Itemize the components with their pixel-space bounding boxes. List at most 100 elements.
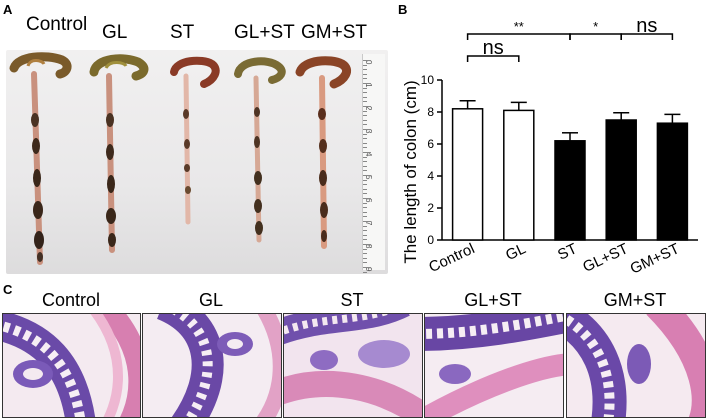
ruler-tick [363,198,371,199]
colon-specimen-gl-st [234,57,286,243]
ruler-tick [363,124,367,126]
y-tick-label: 10 [421,73,435,87]
ruler-tick [363,129,371,130]
ruler-tick [363,170,367,172]
photo-label-gl: GL [102,22,128,43]
ruler-tick [363,156,367,158]
ruler-tick [363,73,367,75]
histology-label-st: ST [340,290,364,310]
ruler-tick [363,262,367,264]
ruler-tick [363,253,367,255]
significance-bracket [569,33,622,40]
ruler-tick [363,234,367,236]
ruler-tick [363,83,371,84]
photo-label-gl-st: GL+ST [234,22,295,43]
ruler-tick [363,147,367,149]
ruler-tick [363,193,367,195]
ruler-tick [363,257,367,259]
y-tick-label: 2 [427,201,434,215]
ruler-tick [363,188,367,190]
ruler-tick [363,133,367,135]
y-tick-label: 8 [427,105,434,119]
histology-drawing-st [284,314,422,417]
ruler-tick [363,211,367,213]
ruler-tick [363,78,367,80]
significance-label: * [593,19,598,34]
ruler-tick [363,101,367,103]
histology-image-gm-st [566,313,706,418]
histology-label-gl-st: GL+ST [464,290,522,310]
ruler-tick [363,221,371,222]
histology-label-control: Control [41,290,101,310]
histology-drawing-control [3,314,140,417]
histology-drawing-gl-st [425,314,563,417]
photo-label-st: ST [170,22,195,43]
colon-specimen-st [170,56,220,225]
ruler-tick [363,152,371,153]
histology-label-gl: GL [198,290,223,310]
photo-label-gm-st: GM+ST [301,22,367,43]
ruler-tick [363,165,367,167]
ruler-tick [363,225,367,227]
bar [605,119,637,241]
ruler-tick [363,216,367,218]
significance-label: ** [514,19,524,34]
ruler-tick [363,87,367,89]
ruler-tick [363,64,367,66]
ruler-tick [363,138,367,140]
ruler-tick [363,110,367,112]
significance-bracket [466,55,520,62]
histology-drawing-gl [143,314,281,417]
ruler-tick [363,179,367,181]
histology-image-control [2,313,141,418]
y-axis-label: The length of colon (cm) [401,80,420,263]
photo-label-control: Control [26,14,88,35]
histology-image-gl-st [424,313,564,418]
ruler-tick [363,60,371,61]
y-tick-label: 4 [427,169,434,183]
panel-c-letter: C [3,282,13,297]
ruler-tick [363,230,367,232]
bar [554,140,586,241]
ruler-tick [363,202,367,204]
ruler-tick [363,96,367,98]
bar [656,122,689,241]
colon-specimen-control [9,52,72,265]
ruler-tick [363,115,367,117]
histology-label-gm-st: GM+ST [603,290,667,310]
x-tick-label: GM+ST [628,240,682,277]
ruler-tick [363,69,367,71]
ruler-tick [363,184,367,186]
colon-specimen-gl [89,54,149,253]
panel-a-letter: A [3,2,13,17]
colon-specimens [9,52,351,265]
ruler-tick [363,207,367,209]
ruler-tick [363,271,367,273]
significance-label: ns [483,37,504,59]
significance-label: ns [636,15,657,37]
x-tick-label: GL+ST [580,240,631,276]
x-tick-label: GL [503,240,528,264]
y-tick-label: 6 [427,137,434,151]
bar [503,109,535,241]
colon-specimen-gm-st [295,56,351,249]
histology-image-gl [142,313,282,418]
ruler-tick [363,244,371,245]
y-tick-label: 0 [427,233,434,247]
bar [451,108,484,241]
histology-image-st [283,313,423,418]
panel-b-letter: B [398,2,408,17]
ruler-tick [363,175,371,176]
x-tick-label: ST [555,240,580,264]
ruler-tick [363,92,367,94]
significance-bracket [620,33,674,40]
ruler-tick [363,106,371,107]
ruler-tick [363,119,367,121]
ruler-tick [363,248,367,250]
histology-drawing-gm-st [567,314,705,417]
ruler-tick [363,239,367,241]
ruler-tick [363,142,367,144]
